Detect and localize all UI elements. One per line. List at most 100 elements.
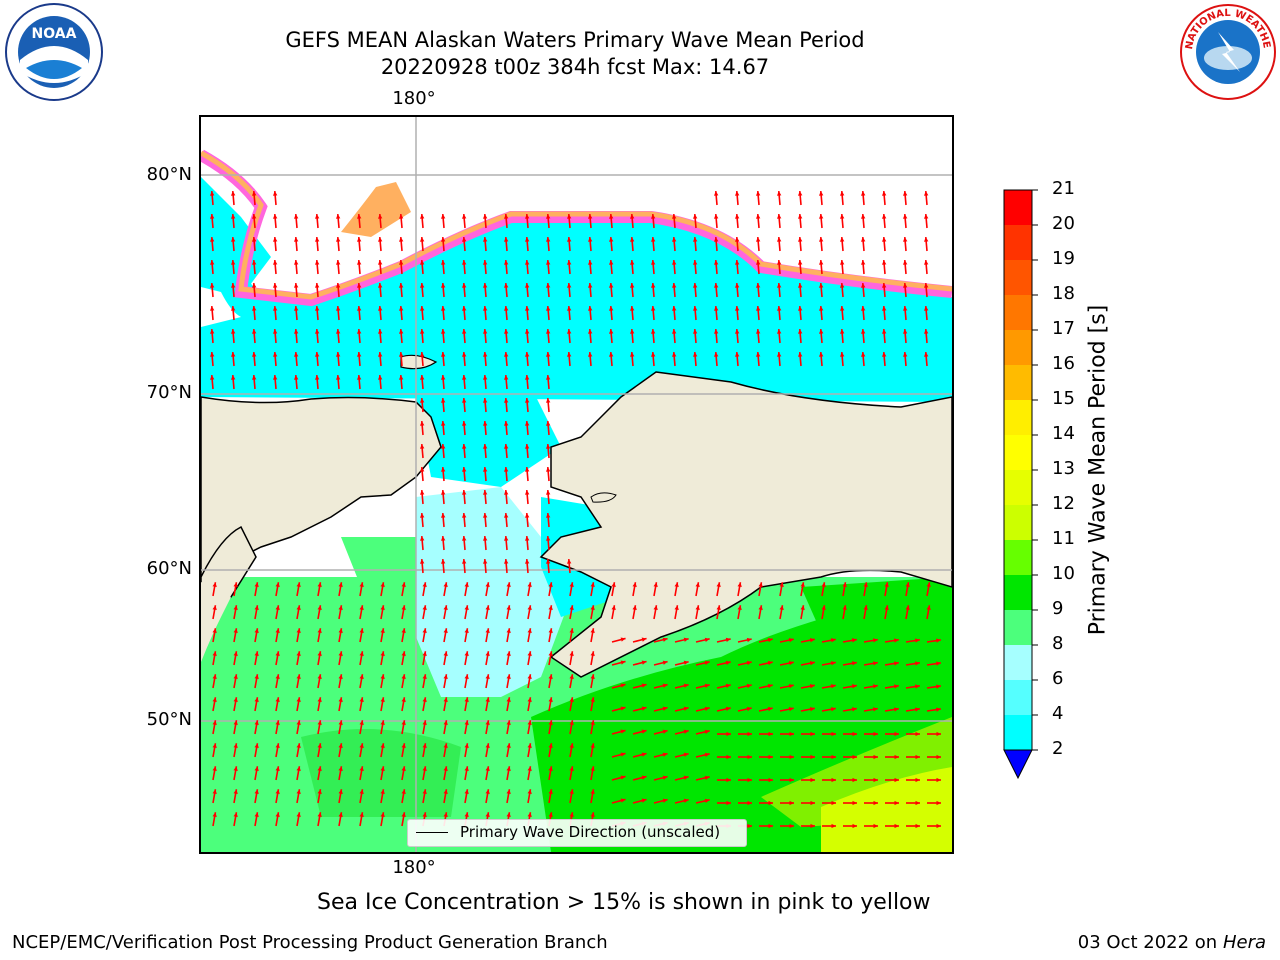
wave-arrow-head: [315, 375, 320, 380]
wave-arrow-head: [359, 766, 364, 772]
wave-arrow-head: [894, 684, 899, 689]
wave-arrow-head: [704, 798, 710, 803]
wave-arrow-head: [788, 637, 794, 643]
wave-arrow-head: [378, 329, 383, 334]
wave-arrow-head: [359, 812, 364, 818]
wave-arrow-head: [569, 766, 574, 772]
wave-arrow-head: [359, 789, 364, 795]
wave-arrow-head: [546, 398, 551, 403]
colorbar-segment: [1004, 610, 1032, 645]
wave-arrow-head: [756, 283, 761, 288]
wave-arrow-head: [233, 812, 238, 818]
gulf-yellow-zone: [821, 767, 952, 852]
wave-arrow-head: [590, 605, 595, 611]
wave-arrow-head: [338, 789, 343, 795]
wave-arrow-head: [777, 260, 782, 265]
wave-arrow-head: [296, 605, 301, 611]
wave-arrow-head: [254, 674, 259, 680]
wave-arrow-head: [441, 559, 446, 564]
wave-arrow-head: [567, 283, 572, 288]
wave-arrow-head: [546, 490, 551, 495]
wave-arrow-head: [620, 729, 626, 734]
wave-arrow-head: [704, 706, 710, 711]
wave-arrow-head: [462, 375, 467, 380]
wave-arrow-head: [504, 306, 509, 311]
wave-arrow-head: [779, 605, 784, 611]
wave-arrow-head: [252, 306, 257, 311]
wave-arrow-head: [294, 283, 299, 288]
wave-arrow-head: [789, 800, 794, 806]
wave-arrow-head: [936, 731, 941, 737]
wave-arrow-head: [672, 283, 677, 288]
wave-arrow-head: [380, 720, 385, 726]
wave-arrow-head: [506, 605, 511, 611]
wave-arrow-head: [233, 582, 238, 588]
wave-arrow-head: [768, 731, 773, 737]
wave-arrow-head: [275, 674, 280, 680]
wave-arrow-head: [747, 777, 752, 783]
colorbar-tick-label: 14: [1052, 423, 1075, 444]
wave-arrow-head: [590, 582, 595, 588]
wave-arrow-head: [296, 628, 301, 634]
wave-arrow-head: [630, 214, 635, 219]
wave-arrow-head: [441, 444, 446, 449]
wave-arrow-head: [422, 789, 427, 795]
wave-arrow-head: [894, 707, 899, 712]
wave-arrow-head: [662, 729, 668, 734]
wave-arrow-head: [254, 766, 259, 772]
wave-arrow-head: [714, 352, 719, 357]
wave-arrow-head: [809, 638, 815, 643]
wave-arrow-head: [758, 582, 763, 588]
wave-arrow-head: [863, 582, 868, 588]
wave-arrow-head: [936, 684, 941, 689]
wave-arrow-head: [735, 237, 740, 242]
wave-arrow-head: [936, 777, 941, 783]
wave-arrow-head: [210, 329, 215, 334]
wave-arrow-head: [683, 752, 689, 757]
wave-arrow-head: [483, 329, 488, 334]
wave-arrow-head: [735, 329, 740, 334]
wave-arrow-head: [831, 800, 836, 806]
wave-arrow-head: [903, 260, 908, 265]
wave-arrow-head: [767, 660, 773, 666]
wave-arrow-head: [641, 706, 647, 711]
wave-arrow-head: [422, 697, 427, 703]
wave-arrow-head: [420, 375, 425, 380]
wave-arrow-head: [422, 605, 427, 611]
wave-arrow-head: [609, 329, 614, 334]
wave-arrow-head: [936, 638, 941, 643]
wave-arrow-head: [462, 237, 467, 242]
wave-arrow-head: [212, 582, 217, 588]
wave-arrow-head: [443, 789, 448, 795]
wave-arrow-head: [336, 237, 341, 242]
wave-arrow-head: [924, 260, 929, 265]
wave-arrow-head: [399, 214, 404, 219]
wave-arrow-head: [747, 800, 752, 806]
wave-arrow-head: [768, 823, 773, 829]
wave-arrow-head: [464, 605, 469, 611]
wave-arrow-head: [683, 683, 689, 688]
wave-arrow-head: [401, 766, 406, 772]
wave-direction-arrows: [210, 190, 941, 829]
wave-arrow-head: [441, 329, 446, 334]
wave-arrow-head: [882, 306, 887, 311]
wave-arrow-head: [443, 674, 448, 680]
wave-arrow-head: [609, 352, 614, 357]
wave-arrow-head: [632, 605, 637, 611]
colorbar-segment: [1004, 645, 1032, 680]
wave-arrow-head: [252, 352, 257, 357]
colorbar-segment: [1004, 505, 1032, 540]
wave-arrow-head: [317, 651, 322, 657]
wave-arrow-head: [662, 660, 668, 665]
wave-arrow-head: [651, 352, 656, 357]
wave-arrow-head: [275, 743, 280, 749]
wave-arrow-head: [273, 306, 278, 311]
wave-arrow-head: [483, 214, 488, 219]
wave-arrow-head: [254, 720, 259, 726]
wave-arrow-head: [359, 697, 364, 703]
wave-arrow-head: [210, 352, 215, 357]
wave-arrow-head: [653, 582, 658, 588]
wave-arrow-head: [233, 605, 238, 611]
legend-line-sample: [416, 832, 448, 833]
wave-arrow-head: [590, 743, 595, 749]
